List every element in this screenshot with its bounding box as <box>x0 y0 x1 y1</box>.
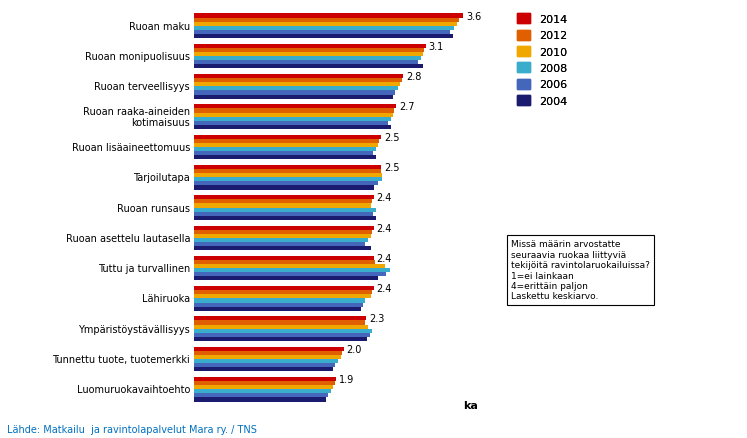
Bar <box>194 105 396 109</box>
Bar <box>194 18 459 23</box>
Bar <box>194 182 378 186</box>
Bar <box>194 307 361 311</box>
Bar <box>194 14 463 18</box>
Bar <box>194 53 423 57</box>
Bar <box>194 230 372 234</box>
Text: 2.8: 2.8 <box>406 72 422 82</box>
Bar <box>194 238 368 242</box>
Bar <box>194 166 381 170</box>
Bar <box>194 65 423 69</box>
Bar <box>194 226 374 230</box>
Bar <box>194 212 373 216</box>
Bar <box>194 290 372 295</box>
Bar <box>194 135 381 139</box>
Bar <box>194 303 363 307</box>
Bar <box>194 61 418 65</box>
Bar <box>194 333 370 337</box>
Bar <box>194 329 372 333</box>
Bar <box>194 337 367 341</box>
Bar <box>194 79 402 83</box>
Bar <box>194 234 371 238</box>
Bar <box>194 398 326 402</box>
Legend: 2014, 2012, 2010, 2008, 2006, 2004: 2014, 2012, 2010, 2008, 2006, 2004 <box>517 14 567 106</box>
Bar <box>194 91 395 95</box>
Bar <box>194 317 366 321</box>
Text: 3.6: 3.6 <box>466 11 481 21</box>
Bar <box>194 186 374 190</box>
Bar <box>194 121 388 126</box>
Bar <box>194 272 386 277</box>
Bar <box>194 75 403 79</box>
Text: 1.9: 1.9 <box>339 374 354 384</box>
Bar <box>194 367 333 371</box>
Bar <box>194 35 453 39</box>
Bar <box>194 299 365 303</box>
Bar <box>194 260 375 265</box>
Bar <box>194 385 333 389</box>
Bar <box>194 45 426 49</box>
Bar <box>194 389 331 393</box>
Bar <box>194 247 371 251</box>
Text: Missä määrin arvostatte
seuraavia ruokaa liittyviä
tekijöitä ravintolaruokailuis: Missä määrin arvostatte seuraavia ruokaa… <box>511 240 650 301</box>
Bar <box>194 347 344 351</box>
Bar <box>194 95 393 99</box>
Bar <box>194 174 382 178</box>
Bar <box>194 109 394 113</box>
Bar <box>194 208 376 212</box>
Bar <box>194 377 336 381</box>
Text: 2.5: 2.5 <box>384 162 400 173</box>
Bar <box>194 393 328 398</box>
Text: 2.0: 2.0 <box>347 344 362 354</box>
Text: 2.4: 2.4 <box>376 253 392 263</box>
Text: 2.4: 2.4 <box>376 283 392 293</box>
Bar <box>194 152 373 156</box>
Bar <box>194 196 374 200</box>
Text: 2.3: 2.3 <box>369 314 385 324</box>
Bar <box>194 216 376 220</box>
Bar <box>194 242 365 247</box>
Bar <box>194 325 368 329</box>
Bar <box>194 57 421 61</box>
Text: 2.5: 2.5 <box>384 132 400 142</box>
Bar <box>194 204 371 208</box>
Bar <box>194 139 379 144</box>
Text: Lähde: Matkailu  ja ravintolapalvelut Mara ry. / TNS: Lähde: Matkailu ja ravintolapalvelut Mar… <box>7 424 258 434</box>
Bar <box>194 286 374 290</box>
Bar <box>194 144 378 148</box>
Bar <box>194 321 365 325</box>
Bar <box>194 113 393 117</box>
Text: 2.4: 2.4 <box>376 223 392 233</box>
Bar <box>194 49 424 53</box>
Bar <box>194 265 385 268</box>
Bar <box>194 363 335 367</box>
Bar <box>194 295 371 299</box>
Bar <box>194 277 378 281</box>
Bar <box>194 87 398 91</box>
Bar <box>194 200 372 204</box>
Text: ka: ka <box>463 400 478 410</box>
Bar <box>194 256 374 260</box>
Bar <box>194 381 335 385</box>
Bar <box>194 27 454 31</box>
Bar <box>194 126 391 130</box>
Bar <box>194 351 342 355</box>
Bar <box>194 178 382 182</box>
Bar <box>194 23 457 27</box>
Bar <box>194 31 450 35</box>
Bar <box>194 148 376 152</box>
Text: 2.4: 2.4 <box>376 193 392 203</box>
Bar <box>194 268 390 272</box>
Bar <box>194 359 338 363</box>
Bar <box>194 355 341 359</box>
Text: 2.7: 2.7 <box>399 102 415 112</box>
Bar <box>194 83 400 87</box>
Text: 3.1: 3.1 <box>429 42 444 52</box>
Bar <box>194 117 391 121</box>
Bar <box>194 170 381 174</box>
Bar <box>194 156 376 160</box>
